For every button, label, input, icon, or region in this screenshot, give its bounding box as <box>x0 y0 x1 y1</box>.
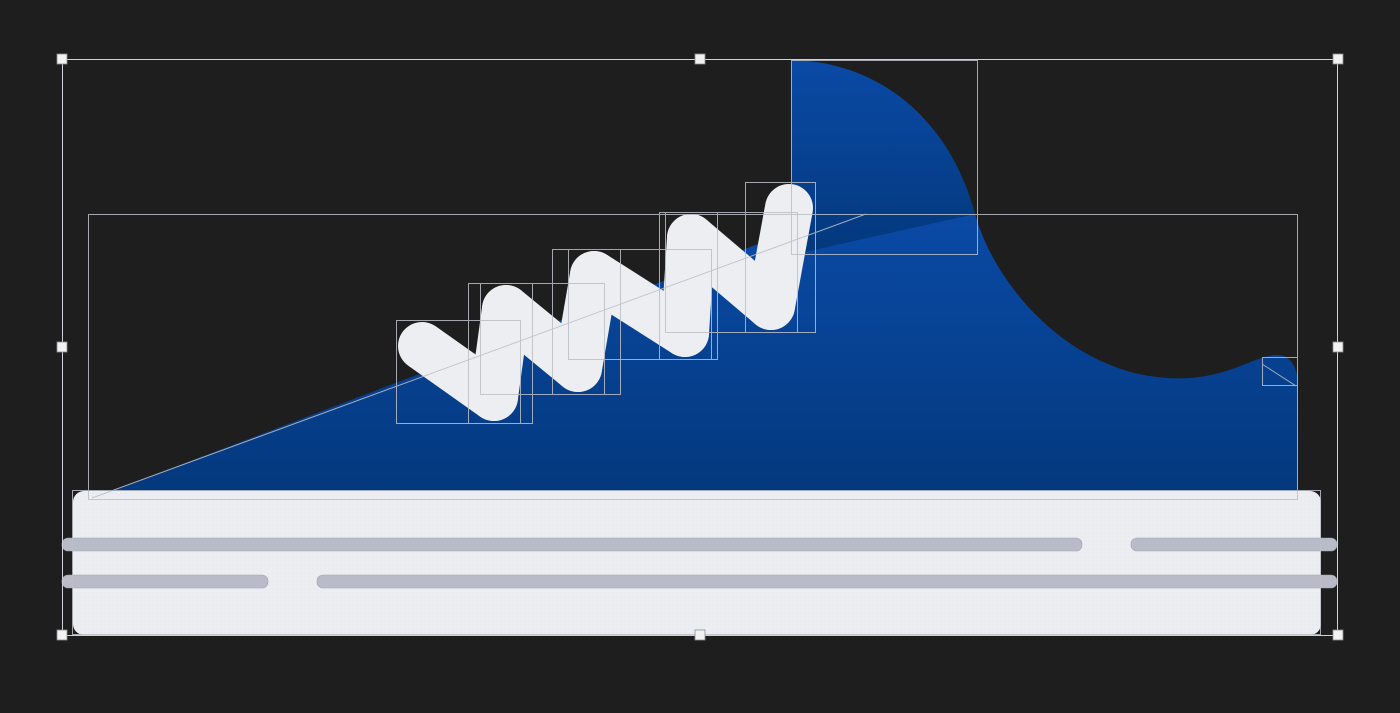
selection-handle-middle-left[interactable] <box>56 341 68 353</box>
sole-stripe-2[interactable] <box>1130 537 1338 552</box>
selection-handles-group <box>56 53 1344 641</box>
lace-segment-bounding-box-8 <box>745 182 816 333</box>
heel-tip-bounding-box <box>1262 357 1298 386</box>
object-bounding-boxes <box>72 60 1321 635</box>
lace-segment-8[interactable] <box>747 184 813 330</box>
selection-handle-bottom-right[interactable] <box>1332 629 1344 641</box>
selection-handle-bottom-center[interactable] <box>694 629 706 641</box>
lace-segment-bounding-box-3 <box>480 283 605 395</box>
shoe-heel-tab-shape[interactable] <box>792 60 975 255</box>
lace-segment-bounding-box-5 <box>568 249 712 360</box>
shoe-laces-group <box>398 184 813 421</box>
selection-handle-bottom-left[interactable] <box>56 629 68 641</box>
sole-texture <box>73 491 1321 635</box>
sole-stripe-3[interactable] <box>61 574 269 589</box>
heel-tip-guide <box>1261 363 1297 387</box>
sole-stripe-1[interactable] <box>61 537 1083 552</box>
shoe-upper-shape[interactable] <box>88 212 1298 500</box>
selection-handle-top-right[interactable] <box>1332 53 1344 65</box>
selection-handle-top-left[interactable] <box>56 53 68 65</box>
sole-stripe-4[interactable] <box>316 574 1338 589</box>
heel-bounding-box <box>791 60 978 255</box>
sole-stripes-group <box>61 537 1338 589</box>
upper-diagonal-guide <box>91 213 867 499</box>
selection-handle-middle-right[interactable] <box>1332 341 1344 353</box>
lace-segment-bounding-box-7 <box>665 212 798 333</box>
selection-handle-top-center[interactable] <box>694 53 706 65</box>
lace-segment-bounding-box-1 <box>396 320 521 424</box>
